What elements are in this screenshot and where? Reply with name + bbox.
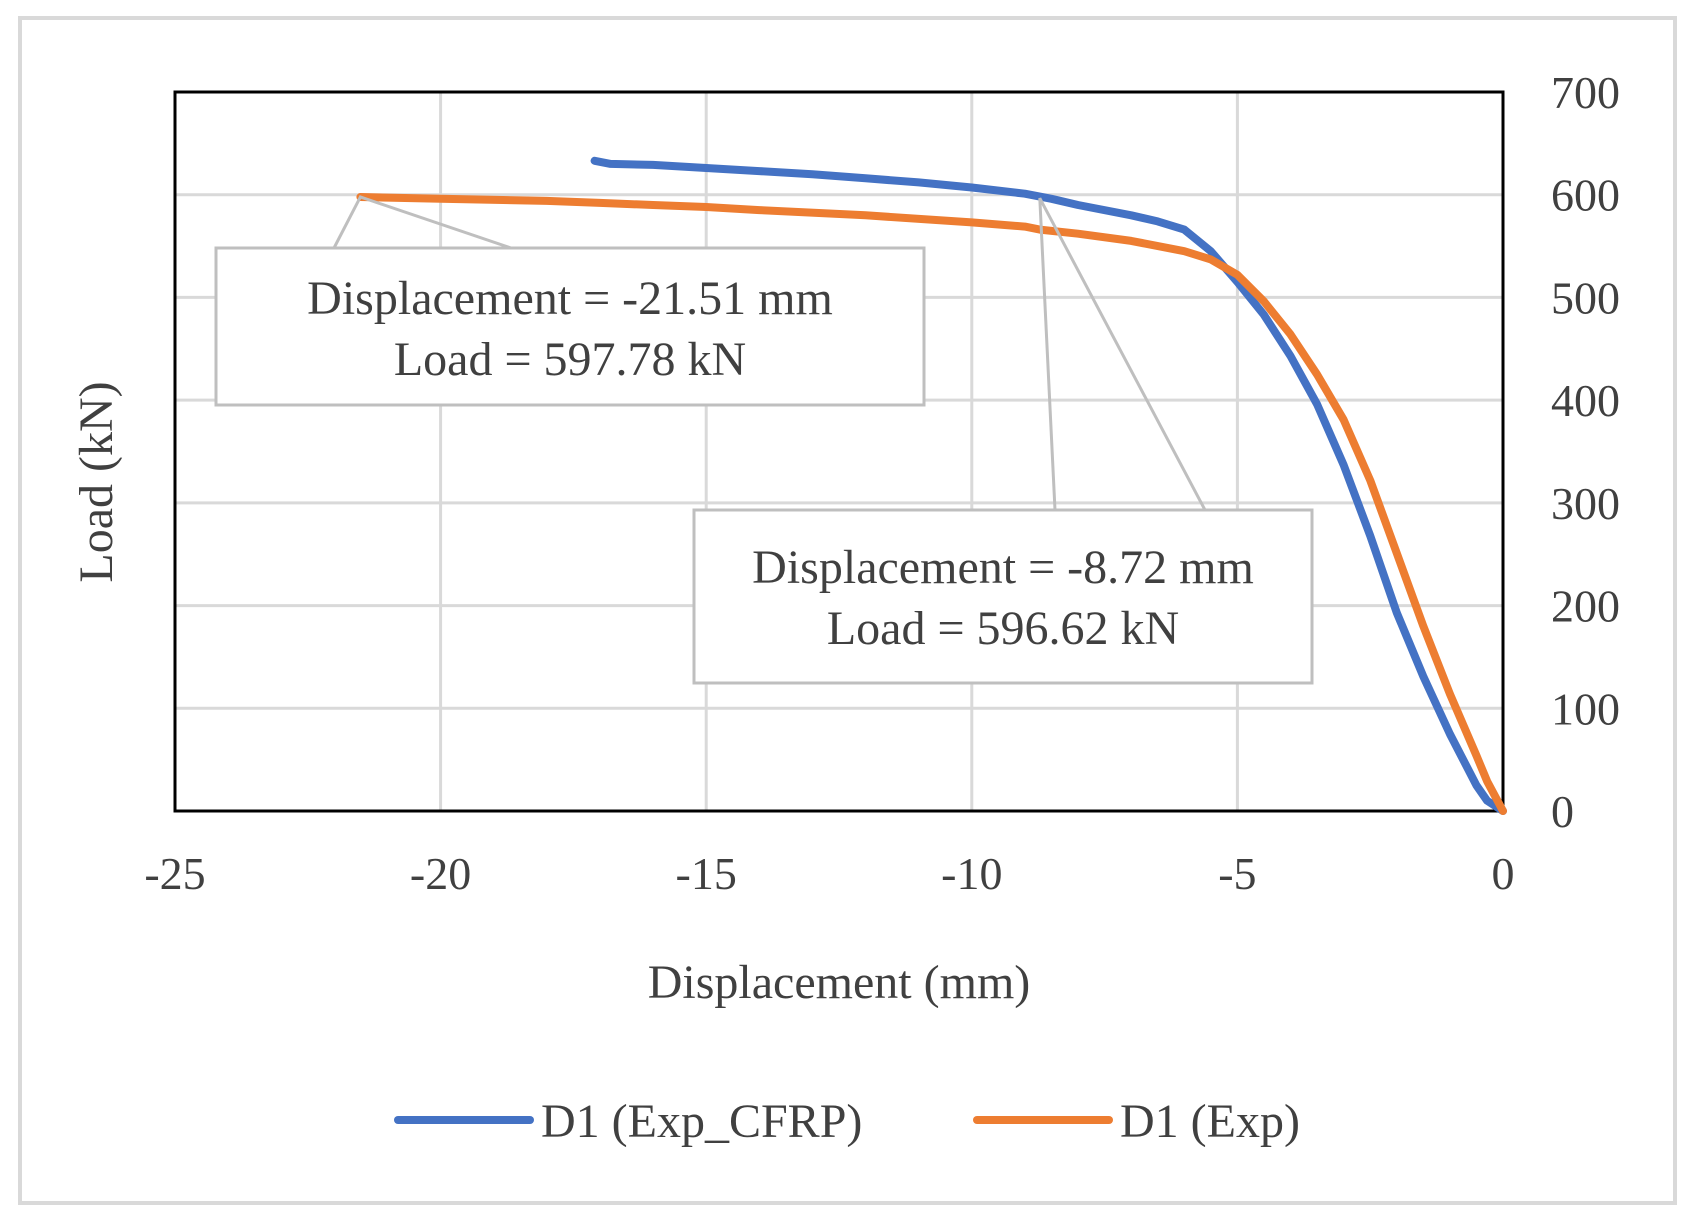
series-line-exp-cfrp (590, 156, 1507, 815)
y-tick-label: 100 (1551, 683, 1620, 734)
series-layer (356, 156, 1507, 815)
x-tick-label: -5 (1218, 848, 1256, 899)
callout-cfrp-box (692, 508, 1314, 685)
callout-cfrp-line1: Displacement = -8.72 mm (752, 541, 1254, 594)
plot-area-border (173, 90, 1505, 813)
y-tick-label: 0 (1551, 786, 1574, 837)
callout-exp-box (214, 246, 926, 407)
callout-exp-line1: Displacement = -21.51 mm (307, 272, 833, 325)
y-tick-label: 200 (1551, 581, 1620, 632)
x-tick-label: -20 (410, 848, 471, 899)
legend-label-exp: D1 (Exp) (1120, 1095, 1300, 1148)
callout-cfrp-line2: Load = 596.62 kN (827, 602, 1179, 655)
x-tick-label: -15 (676, 848, 737, 899)
callout-exp-leader (332, 195, 512, 250)
x-tick-label: -25 (144, 848, 205, 899)
y-tick-label: 400 (1551, 375, 1620, 426)
y-tick-label: 600 (1551, 170, 1620, 221)
callout-cfrp-point: Displacement = -8.72 mm Load = 596.62 kN (692, 197, 1314, 685)
y-tick-label: 500 (1551, 272, 1620, 323)
legend: D1 (Exp_CFRP) D1 (Exp) (394, 1095, 1300, 1148)
y-tick-label: 700 (1551, 67, 1620, 118)
vertical-gridlines (439, 92, 1239, 811)
callout-cfrp-leader (1038, 197, 1207, 511)
y-tick-labels: 0 100 200 300 400 500 600 700 (1551, 67, 1620, 837)
callout-exp-line2: Load = 597.78 kN (394, 333, 746, 386)
legend-label-exp-cfrp: D1 (Exp_CFRP) (541, 1095, 862, 1148)
callout-exp-peak: Displacement = -21.51 mm Load = 597.78 k… (214, 195, 926, 407)
y-tick-label: 300 (1551, 478, 1620, 529)
x-tick-label: 0 (1492, 848, 1515, 899)
x-tick-label: -10 (941, 848, 1002, 899)
x-axis-title: Displacement (mm) (648, 956, 1031, 1009)
series-line-exp (356, 193, 1507, 815)
y-axis-title: Load (kN) (70, 381, 123, 582)
x-tick-labels: -25 -20 -15 -10 -5 0 (144, 848, 1514, 899)
